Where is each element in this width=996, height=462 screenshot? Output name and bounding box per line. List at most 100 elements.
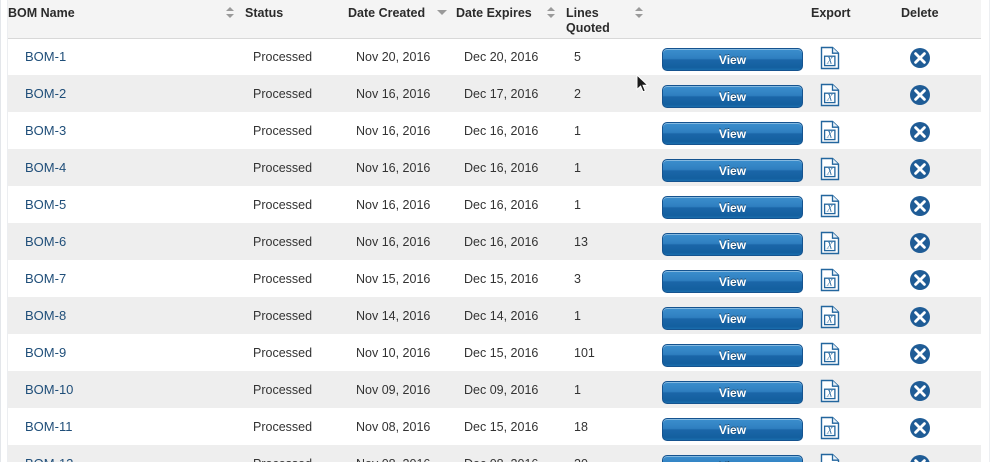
cell-view: View bbox=[654, 445, 811, 462]
circle-x-icon[interactable] bbox=[909, 84, 931, 106]
cell-bom-name: BOM-3 bbox=[8, 112, 245, 149]
cell-status: Processed bbox=[253, 308, 313, 323]
bom-name-link[interactable]: BOM-10 bbox=[25, 381, 74, 397]
cell-date-expires: Dec 20, 2016 bbox=[464, 49, 539, 64]
cell-date-expires: Dec 16, 2016 bbox=[464, 197, 539, 212]
circle-x-icon[interactable] bbox=[909, 454, 931, 462]
column-header-lines-quoted[interactable]: Lines Quoted bbox=[566, 0, 654, 39]
circle-x-icon[interactable] bbox=[909, 343, 931, 365]
excel-file-icon[interactable]: X bbox=[820, 231, 840, 255]
bom-name-link[interactable]: BOM-5 bbox=[25, 196, 67, 212]
view-button[interactable]: View bbox=[662, 232, 803, 256]
circle-x-icon[interactable] bbox=[909, 158, 931, 180]
bom-name-link[interactable]: BOM-7 bbox=[25, 270, 67, 286]
cell-date-created: Nov 08, 2016 bbox=[348, 445, 456, 462]
excel-file-icon[interactable]: X bbox=[820, 46, 840, 70]
cell-status: Processed bbox=[245, 445, 348, 462]
cell-export: X bbox=[811, 38, 901, 75]
table-row: BOM-3 Processed Nov 16, 2016 Dec 16, 2016 1 V… bbox=[8, 112, 981, 149]
excel-file-icon[interactable]: X bbox=[820, 342, 840, 366]
excel-file-icon[interactable]: X bbox=[820, 83, 840, 107]
view-button[interactable]: View bbox=[662, 269, 803, 293]
excel-file-icon[interactable]: X bbox=[820, 379, 840, 403]
circle-x-icon[interactable] bbox=[909, 417, 931, 439]
view-button[interactable]: View bbox=[662, 343, 803, 367]
cell-delete bbox=[901, 334, 981, 371]
cell-date-expires: Dec 16, 2016 bbox=[464, 160, 539, 175]
excel-file-icon[interactable]: X bbox=[820, 305, 840, 329]
bom-table-body: BOM-1 Processed Nov 20, 2016 Dec 20, 2016 5 V… bbox=[8, 38, 981, 462]
bom-name-link[interactable]: BOM-4 bbox=[25, 159, 67, 175]
view-button[interactable]: View bbox=[662, 158, 803, 182]
column-header-view bbox=[654, 0, 811, 39]
bom-name-link[interactable]: BOM-6 bbox=[25, 233, 67, 249]
view-button[interactable]: View bbox=[662, 121, 803, 145]
excel-file-icon[interactable]: X bbox=[820, 157, 840, 181]
circle-x-icon[interactable] bbox=[909, 47, 931, 69]
sort-toggle-icon-lines-quoted[interactable] bbox=[635, 7, 644, 20]
circle-x-icon[interactable] bbox=[909, 195, 931, 217]
cell-delete bbox=[901, 297, 981, 334]
cell-date-expires: Dec 15, 2016 bbox=[464, 419, 539, 434]
page-left-border-2 bbox=[7, 0, 8, 462]
bom-name-link[interactable]: BOM-3 bbox=[25, 122, 67, 138]
cell-date-expires: Dec 15, 2016 bbox=[464, 271, 539, 286]
cell-date-created: Nov 16, 2016 bbox=[356, 160, 431, 175]
cell-lines-quoted: 2 bbox=[574, 86, 581, 101]
view-button[interactable]: View bbox=[662, 380, 803, 404]
sort-descending-icon-date-created[interactable] bbox=[437, 7, 447, 20]
view-button[interactable]: View bbox=[662, 195, 803, 219]
cell-bom-name: BOM-11 bbox=[8, 408, 245, 445]
cell-view: View bbox=[654, 186, 811, 223]
cell-bom-name: BOM-12 bbox=[8, 445, 245, 462]
excel-file-icon[interactable]: X bbox=[820, 416, 840, 440]
circle-x-icon[interactable] bbox=[909, 306, 931, 328]
cell-date-expires: Dec 15, 2016 bbox=[464, 345, 539, 360]
column-header-date-created-label: Date Created bbox=[348, 6, 426, 20]
circle-x-icon[interactable] bbox=[909, 269, 931, 291]
column-header-status-label: Status bbox=[245, 6, 284, 20]
circle-x-icon[interactable] bbox=[909, 121, 931, 143]
view-button[interactable]: View bbox=[662, 454, 803, 462]
lines-quoted-line-2: Quoted bbox=[566, 21, 610, 35]
page-left-border bbox=[0, 0, 1, 462]
bom-name-link[interactable]: BOM-1 bbox=[25, 48, 67, 64]
bom-table: BOM Name Status Date Create bbox=[8, 0, 981, 462]
cell-status: Processed bbox=[253, 382, 313, 397]
bom-name-link[interactable]: BOM-8 bbox=[25, 307, 67, 323]
excel-file-icon[interactable]: X bbox=[820, 453, 840, 462]
bom-name-link[interactable]: BOM-11 bbox=[25, 418, 73, 434]
column-header-bom-name[interactable]: BOM Name bbox=[8, 0, 245, 39]
circle-x-icon[interactable] bbox=[909, 232, 931, 254]
view-button[interactable]: View bbox=[662, 417, 803, 441]
column-header-date-expires[interactable]: Date Expires bbox=[456, 0, 566, 39]
sort-toggle-icon-bom-name[interactable] bbox=[226, 7, 235, 20]
svg-text:X: X bbox=[826, 316, 834, 326]
cell-bom-name: BOM-7 bbox=[8, 260, 245, 297]
column-header-delete: Delete bbox=[901, 0, 981, 39]
column-header-status[interactable]: Status bbox=[245, 0, 348, 39]
view-button[interactable]: View bbox=[662, 47, 803, 71]
bom-name-link[interactable]: BOM-2 bbox=[25, 85, 67, 101]
view-button[interactable]: View bbox=[662, 84, 803, 108]
cell-lines-quoted: 13 bbox=[574, 234, 588, 249]
column-header-date-created[interactable]: Date Created bbox=[348, 0, 456, 39]
bom-name-link[interactable]: BOM-12 bbox=[25, 456, 73, 462]
bom-name-link[interactable]: BOM-9 bbox=[25, 344, 67, 360]
view-button[interactable]: View bbox=[662, 306, 803, 330]
header-row: BOM Name Status Date Create bbox=[8, 0, 981, 39]
cell-export: X bbox=[811, 223, 901, 260]
cell-delete bbox=[901, 445, 981, 462]
excel-file-icon[interactable]: X bbox=[820, 194, 840, 218]
excel-file-icon[interactable]: X bbox=[820, 120, 840, 144]
circle-x-icon[interactable] bbox=[909, 380, 931, 402]
bom-table-container: BOM Name Status Date Create bbox=[8, 0, 981, 462]
cell-export: X bbox=[811, 297, 901, 334]
excel-file-icon[interactable]: X bbox=[820, 268, 840, 292]
sort-toggle-icon-date-expires[interactable] bbox=[547, 7, 556, 20]
cell-lines-quoted: 1 bbox=[574, 160, 581, 175]
cell-lines-quoted: 18 bbox=[574, 419, 588, 434]
cell-bom-name: BOM-5 bbox=[8, 186, 245, 223]
cell-delete bbox=[901, 38, 981, 75]
